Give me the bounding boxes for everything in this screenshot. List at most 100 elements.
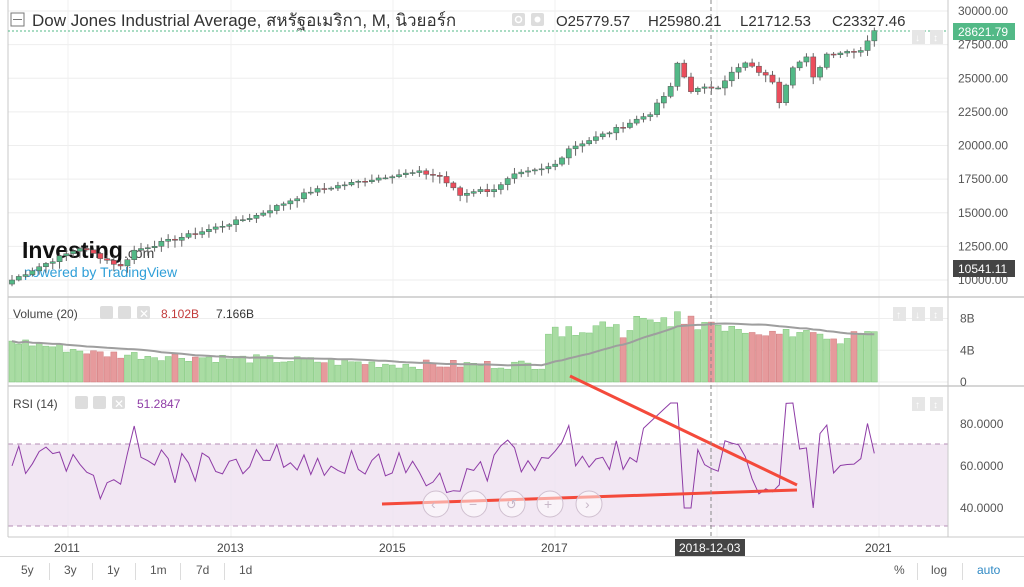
candle-body — [335, 185, 341, 189]
timeframe-7d[interactable]: 7d — [196, 563, 210, 577]
candle-body — [579, 143, 586, 147]
volume-bar — [90, 350, 97, 383]
chart-navigation[interactable]: ‹ − ↺ + › — [422, 490, 603, 518]
candle-body — [694, 88, 701, 92]
volume-bar — [110, 351, 118, 383]
candle-body — [545, 166, 552, 170]
gear-icon[interactable] — [118, 306, 131, 319]
volume-bar — [130, 352, 138, 383]
timeframe-1m[interactable]: 1m — [150, 563, 167, 577]
candle-body — [104, 258, 110, 261]
reset-icon: ↺ — [506, 497, 517, 512]
last-price-label: 28621.79 — [958, 25, 1008, 39]
volume-bar — [83, 353, 90, 383]
candle-body — [396, 174, 402, 177]
trendline-volume-to-rsi[interactable] — [569, 374, 798, 487]
volume-bar — [809, 332, 817, 383]
rsi-axis[interactable]: 80.0000 60.0000 40.0000 — [960, 417, 1004, 515]
scroll-right-button[interactable] — [575, 490, 603, 518]
volume-bar — [76, 350, 84, 383]
candle-body — [776, 81, 783, 103]
zoom-in-button[interactable] — [536, 490, 564, 518]
candle-body — [430, 174, 436, 176]
candle-body — [362, 181, 368, 183]
volume-bar — [212, 362, 219, 383]
volume-bar — [871, 331, 878, 383]
candle-body — [538, 168, 545, 171]
price-axis[interactable]: 30000.00 27500.00 25000.00 22500.00 20000.00… — [958, 4, 1008, 287]
maximize-button[interactable] — [930, 307, 943, 321]
crosshair-price-badge — [953, 260, 1015, 277]
volume-bar — [497, 367, 505, 383]
timeframe-1d[interactable]: 1d — [239, 563, 253, 577]
scroll-left-button[interactable] — [422, 490, 450, 518]
candle-body — [620, 127, 626, 129]
candle-body — [830, 53, 837, 56]
move-down-button[interactable] — [912, 30, 925, 44]
timeframe-1y[interactable]: 1y — [107, 563, 120, 577]
close-icon[interactable] — [112, 396, 125, 409]
close-icon-glyph: ✕ — [114, 397, 124, 411]
volume-bar — [470, 363, 477, 383]
candle-body — [124, 259, 131, 267]
time-axis[interactable]: 2011 2013 2015 2017 2021 — [54, 541, 892, 555]
volume-pane-controls[interactable]: ↑ ↓ ↕ — [893, 307, 943, 321]
volume-bar — [409, 366, 416, 383]
timeframe-5y[interactable]: 5y — [21, 563, 34, 577]
maximize-button[interactable] — [930, 30, 943, 44]
candle-body — [477, 189, 484, 192]
close-icon[interactable] — [137, 306, 150, 319]
volume-tick-label: 8B — [960, 312, 975, 326]
volume-bar — [490, 368, 498, 383]
volume-bar — [321, 362, 328, 383]
volume-moving-average-line — [11, 322, 875, 367]
volume-bar — [701, 322, 708, 383]
candle-body — [817, 67, 823, 78]
price-pane-controls[interactable]: ↓ ↕ — [912, 30, 943, 44]
zoom-out-button[interactable] — [460, 490, 488, 518]
move-up-button[interactable] — [893, 307, 906, 321]
eye-icon[interactable] — [100, 306, 113, 319]
rsi-pane-controls[interactable]: ↑ ↕ — [912, 397, 943, 411]
log-scale-toggle[interactable]: log — [931, 563, 948, 577]
candle-body — [144, 247, 151, 249]
volume-bar — [42, 345, 50, 383]
move-up-button[interactable] — [912, 397, 925, 411]
reset-button[interactable] — [498, 490, 526, 518]
volume-bar — [545, 333, 552, 383]
timeframe-3y[interactable]: 3y — [64, 563, 77, 577]
auto-scale-toggle[interactable]: auto — [977, 563, 1001, 577]
candle-body — [735, 67, 742, 73]
volume-bar — [674, 311, 681, 383]
candle-body — [369, 179, 375, 182]
candle-body — [647, 114, 654, 117]
candle-body — [273, 205, 280, 211]
candle-body — [206, 229, 212, 232]
volume-pane-label: Volume (20) — [13, 307, 78, 321]
crosshair-price-label: 10541.11 — [958, 262, 1007, 276]
percent-scale-toggle[interactable]: % — [894, 563, 905, 577]
gear-icon[interactable] — [93, 396, 106, 409]
eye-icon[interactable] — [75, 396, 88, 409]
price-tick-label: 20000.00 — [958, 139, 1008, 153]
rsi-pane-label: RSI (14) — [13, 397, 58, 411]
volume-bar — [680, 323, 688, 383]
arrow-up-icon: ↑ — [896, 310, 901, 321]
candle-body — [240, 219, 246, 221]
volume-bar — [178, 357, 185, 383]
move-down-button[interactable] — [912, 307, 925, 321]
chart-canvas[interactable]: Investing .com powered by TradingView ‹ … — [0, 0, 1024, 556]
volume-bar — [273, 362, 281, 383]
candle-body — [131, 249, 138, 260]
candle-body — [790, 67, 796, 86]
candle-body — [260, 212, 267, 216]
candle-body — [253, 215, 260, 219]
volume-bar — [728, 325, 735, 383]
candle-body — [511, 173, 518, 179]
volume-bar — [647, 319, 654, 383]
eye-icon[interactable] — [512, 13, 525, 26]
volume-axis[interactable]: 8B 4B 0 — [960, 312, 975, 390]
volume-bar — [667, 326, 674, 383]
maximize-button[interactable] — [930, 397, 943, 411]
chevron-right-icon: › — [585, 496, 590, 512]
